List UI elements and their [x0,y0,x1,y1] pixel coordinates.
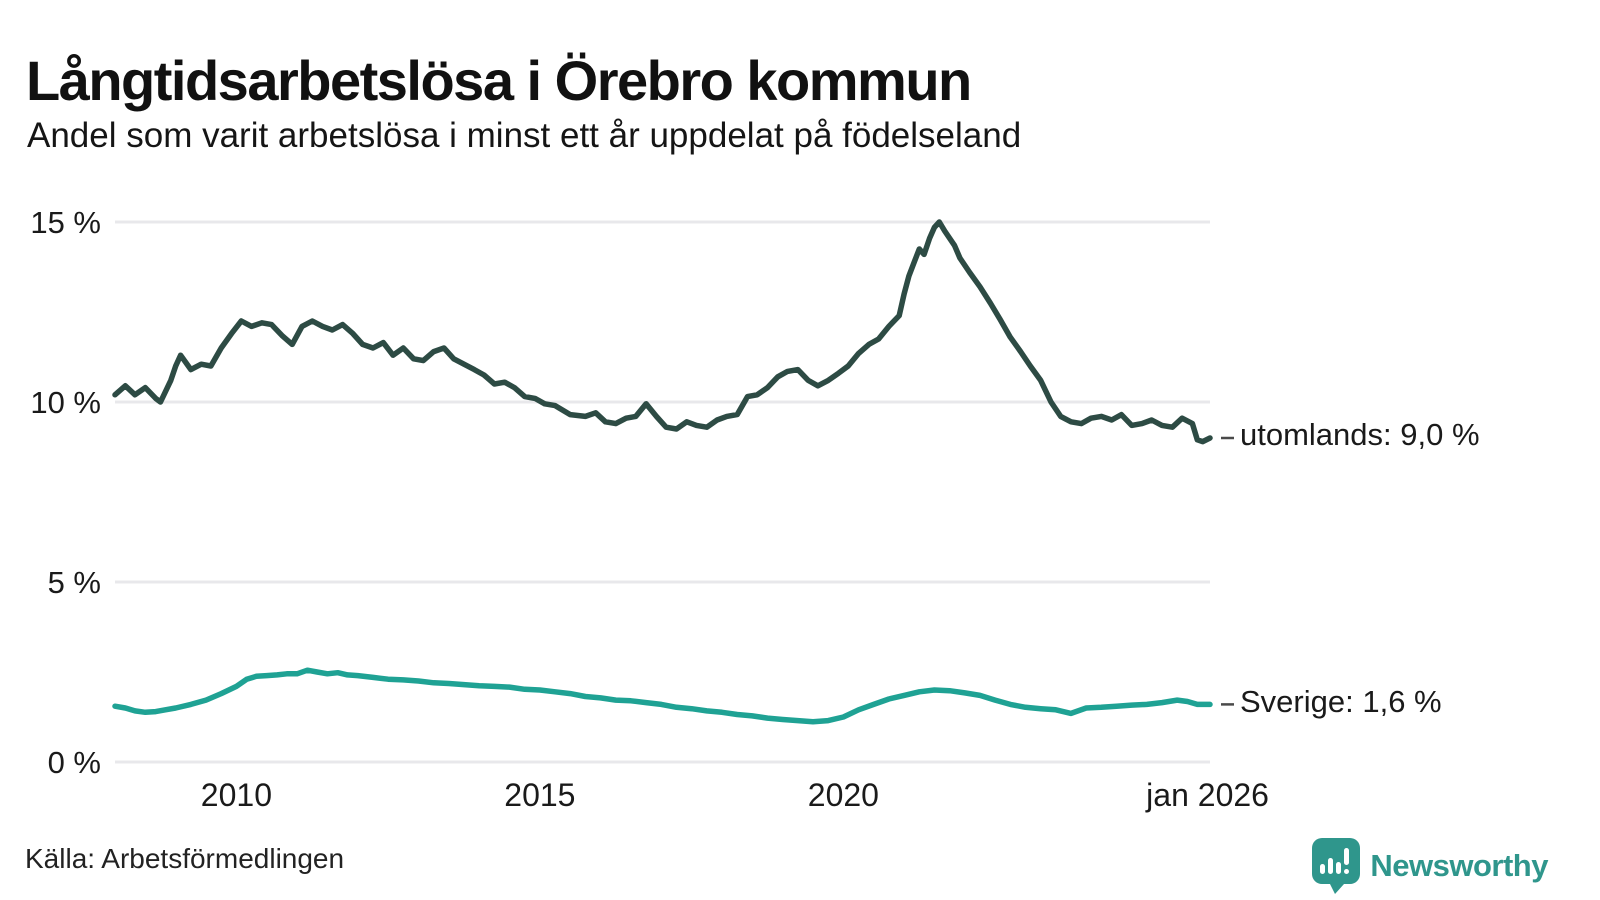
newsworthy-speech-bubble-chart-icon [1312,838,1361,894]
series-line-utomlands [112,219,1213,445]
newsworthy-wordmark: Newsworthy [1370,848,1548,883]
chart-subtitle: Andel som varit arbetslösa i minst ett å… [27,116,1022,155]
newsworthy-brand: Newsworthy [1312,838,1548,894]
y-tick-label: 10 % [30,385,101,420]
series-label-sverige: Sverige: 1,6 % [1240,684,1442,719]
y-tick-label: 5 % [48,565,101,600]
page-title: Långtidsarbetslösa i Örebro kommun [26,48,972,112]
x-tick-label: 2020 [808,777,879,813]
series-line-sverige [112,667,1213,725]
x-tick-label: 2010 [201,777,272,813]
y-tick-label: 15 % [30,205,101,240]
x-tick-label: jan 2026 [1145,777,1269,813]
source-note: Källa: Arbetsförmedlingen [25,843,345,874]
y-tick-label: 0 % [48,745,101,780]
x-tick-label: 2015 [504,777,575,813]
series-label-utomlands: utomlands: 9,0 % [1240,417,1480,452]
